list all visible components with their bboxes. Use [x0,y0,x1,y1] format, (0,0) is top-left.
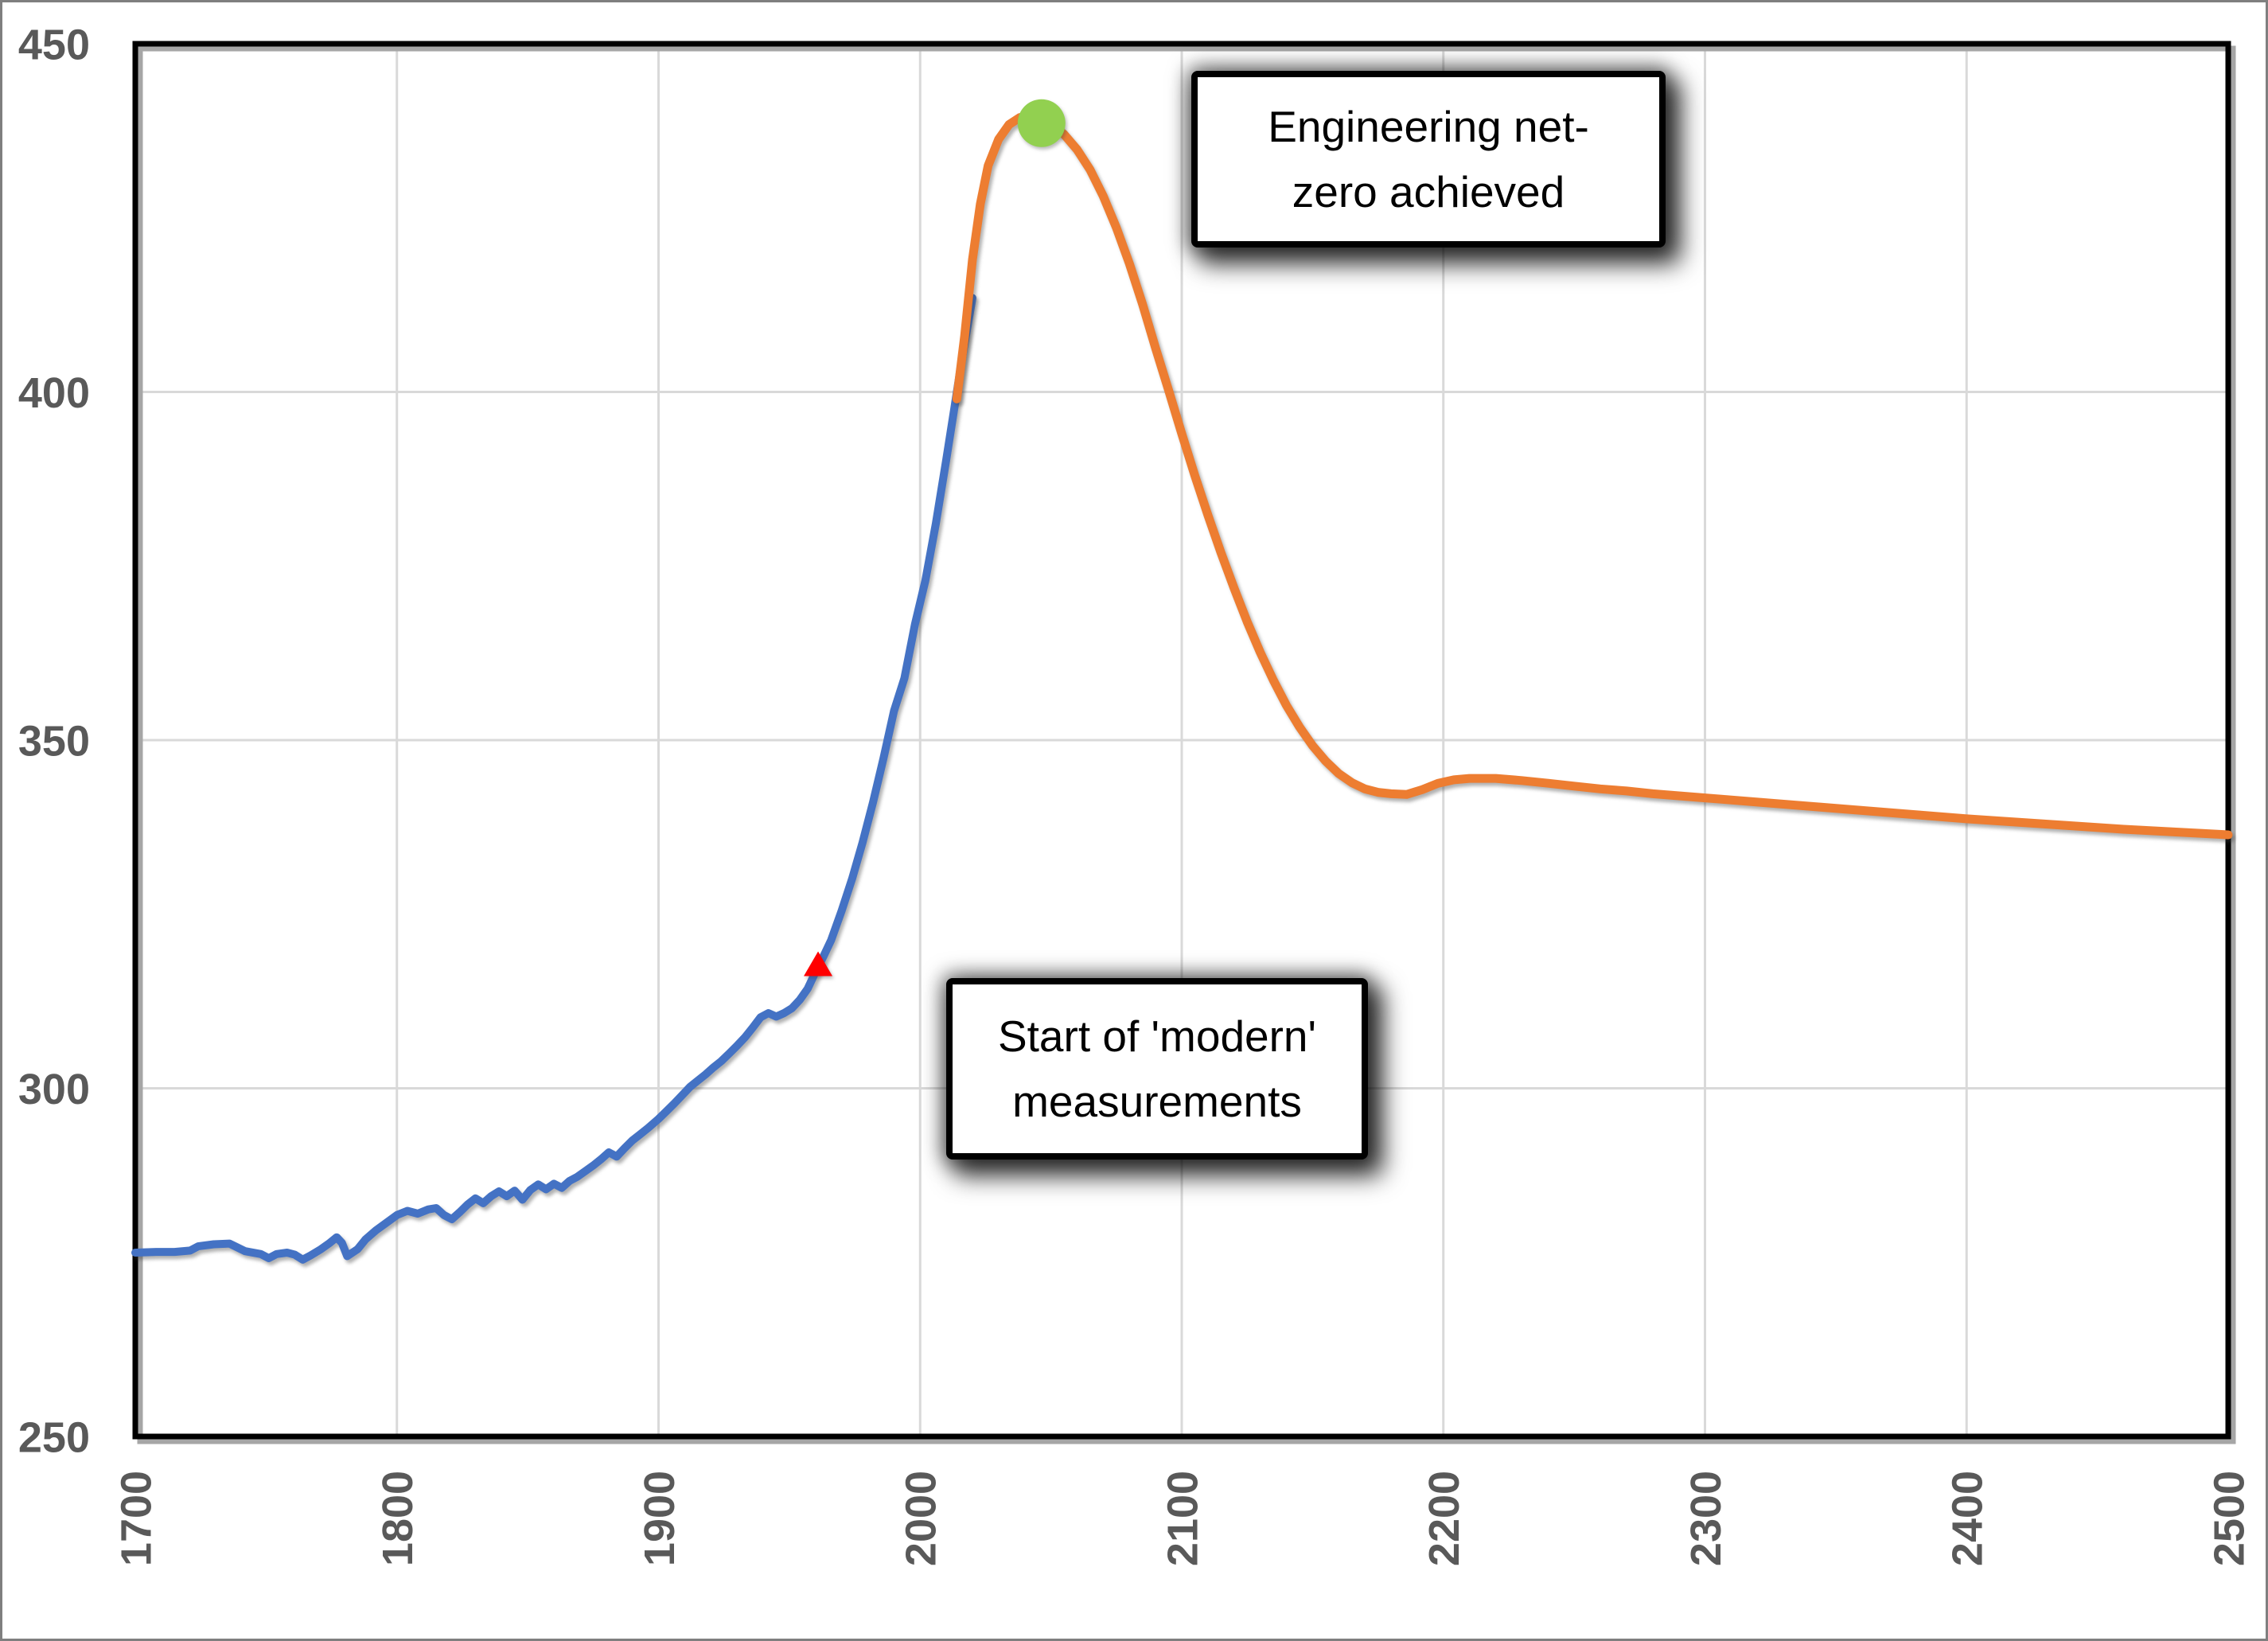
x-tick-label: 2200 [1420,1471,1468,1566]
y-tick-label: 250 [18,1413,90,1461]
x-tick-label: 1800 [374,1471,422,1566]
y-tick-label: 400 [18,369,90,417]
x-tick-label: 2400 [1944,1471,1992,1566]
x-tick-label: 2500 [2205,1471,2253,1566]
annotation-modern-line1: Start of 'modern' [997,1011,1317,1061]
plot-border-shadow [137,45,2236,1444]
x-tick-label: 2000 [898,1471,945,1566]
annotation-modern-measurements: Start of 'modern' measurements [946,978,1368,1160]
annotation-net-zero-achieved: Engineering net- zero achieved [1191,71,1666,248]
y-tick-label: 350 [18,717,90,765]
annotation-net-zero-line2: zero achieved [1292,167,1565,216]
annotation-net-zero-line1: Engineering net- [1268,101,1589,151]
x-tick-label: 2300 [1682,1471,1730,1566]
x-tick-label: 1900 [636,1471,684,1566]
series-line-historical-co2-measurements [131,294,976,1264]
plot-border [132,41,2231,1440]
y-tick-label: 450 [18,21,90,68]
x-tick-label: 1700 [112,1471,160,1566]
modern-measurements-start-marker-triangle [804,951,833,976]
x-tick-label: 2100 [1159,1471,1206,1566]
annotation-modern-line2: measurements [1012,1077,1302,1126]
y-tick-label: 300 [18,1066,90,1113]
net-zero-peak-marker-circle [1017,99,1066,147]
